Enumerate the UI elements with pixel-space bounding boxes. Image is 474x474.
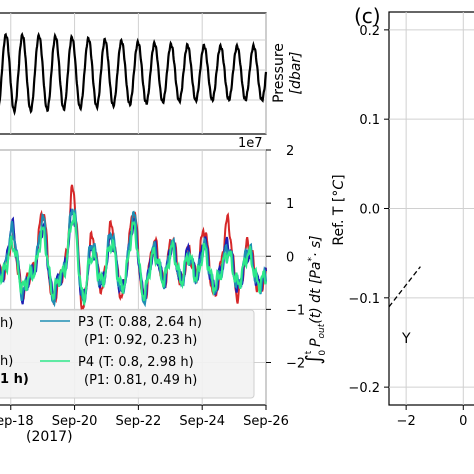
power-ytick-label: 2 [286, 144, 294, 159]
pressure-series-line [0, 31, 268, 116]
power-legend: h) h) 1 h) P3 (T: 0.88, 2.64 h) (P1: 0.9… [0, 309, 255, 399]
power-yticks: 2 1 0 −1 −2 [266, 144, 305, 372]
legend-label-p3: P3 (T: 0.88, 2.64 h) [78, 315, 202, 330]
reftemp-ytick-label: 0.1 [359, 113, 380, 128]
power-xlabel: (2017) [26, 429, 73, 445]
power-xticks: Sep-18 Sep-20 Sep-22 Sep-24 Sep-26 [0, 405, 289, 429]
pressure-ylabel-text: Pressure [271, 43, 287, 103]
pressure-ylabel-unit: [dbar] [288, 51, 304, 94]
legend-box [0, 309, 255, 399]
reftemp-ytick-label: 0.0 [359, 203, 380, 218]
reftemp-ylabel: Ref. T [°C] [331, 174, 347, 245]
power-ytick-label: −2 [286, 357, 305, 372]
reftemp-ytick-label: 0.2 [359, 24, 380, 39]
reftemp-dashed-line [388, 266, 421, 308]
pressure-ylabel: Pressure [271, 43, 287, 103]
reftemp-xticks: −2 0 [397, 405, 467, 429]
power-xtick-label: Sep-24 [179, 414, 225, 429]
panel-label: (c) [354, 4, 381, 28]
reftemp-grid [389, 12, 474, 405]
legend-partial-2: h) [0, 354, 13, 369]
power-xtick-label: Sep-18 [0, 414, 34, 429]
power-xtick-label: Sep-20 [52, 414, 98, 429]
legend-partial-3: 1 h) [0, 372, 29, 387]
reftemp-xtick-label: −2 [397, 414, 416, 429]
power-offset-text: 1e7 [238, 136, 263, 151]
pressure-panel: Pressure [dbar] [0, 12, 304, 135]
reftemp-panel: (c) 0.2 0.1 0.0 −0.1 −0.2 −2 0 Y Ref. T [°C] [331, 4, 474, 429]
power-ytick-label: −1 [286, 303, 305, 318]
power-ytick-label: 0 [286, 250, 294, 265]
power-series-group [0, 184, 267, 312]
power-xtick-label: Sep-26 [243, 414, 289, 429]
power-ylabel: ∫t 0Pout(t) dt [Pa*· s] [301, 235, 328, 364]
reftemp-annotation: Y [401, 331, 411, 347]
power-panel: 1e7 210−1−2 Sep-18Sep-20Sep-22Sep-24Sep-… [0, 136, 328, 445]
reftemp-yticks: 0.2 0.1 0.0 −0.1 −0.2 [348, 24, 389, 396]
legend-label-p4: P4 (T: 0.8, 2.98 h) [78, 355, 194, 370]
power-xtick-label: Sep-22 [116, 414, 162, 429]
power-ytick-label: 1 [286, 197, 294, 212]
power-series-line-4 [0, 210, 267, 307]
reftemp-xtick-label: 0 [459, 414, 467, 429]
reftemp-ytick-label: −0.2 [348, 381, 380, 396]
legend-partial-1: h) [0, 316, 13, 331]
reftemp-ytick-label: −0.1 [348, 292, 380, 307]
legend-sub-p4: (P1: 0.81, 0.49 h) [84, 373, 197, 388]
legend-sub-p3: (P1: 0.92, 0.23 h) [84, 333, 197, 348]
